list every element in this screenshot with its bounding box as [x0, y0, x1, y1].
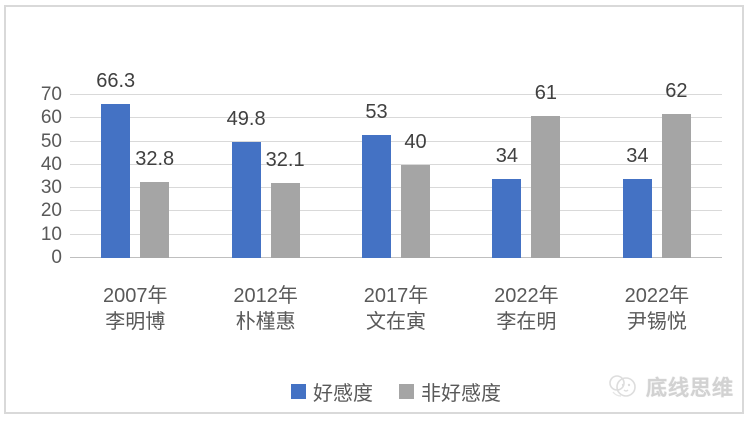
bar — [401, 164, 431, 258]
y-tick-label-50: 50 — [40, 130, 62, 152]
bar-group-4: 34 61 — [461, 83, 591, 258]
gridline-70 — [70, 94, 722, 95]
y-tick-label-60: 60 — [40, 107, 62, 129]
category-name: 文在寅 — [366, 311, 427, 333]
legend-item-2: 非好感度 — [399, 377, 501, 406]
bar-value-label: 34 — [626, 144, 649, 167]
bar-groups: 66.3 32.8 49.8 32.1 53 40 34 61 34 62 — [70, 71, 722, 258]
bar-value-label: 34 — [495, 144, 519, 167]
bar-group-2: 49.8 32.1 — [200, 95, 330, 258]
legend-swatch-icon — [399, 384, 414, 399]
category-label-5: 2022年尹锡悦 — [592, 283, 722, 335]
legend-label: 非好感度 — [421, 383, 501, 405]
bar — [101, 103, 131, 258]
chart-frame: 0 10 20 30 40 50 60 70 66.3 32.8 49.8 32.1 53 40 34 61 3… — [4, 5, 744, 414]
y-tick-label-10: 10 — [40, 223, 62, 245]
category-year: 2007年 — [102, 285, 168, 307]
watermark: 底线思维 — [606, 372, 734, 402]
bar — [270, 183, 300, 258]
plot-area: 0 10 20 30 40 50 60 70 66.3 32.8 49.8 32.1 53 40 34 61 3… — [41, 71, 722, 268]
legend-item-1: 好感度 — [291, 377, 373, 406]
bar-group-5: 34 62 — [592, 81, 722, 258]
bar — [531, 115, 561, 258]
category-year: 2022年 — [494, 285, 559, 307]
bar-series-2-group-3: 40 — [401, 132, 431, 258]
category-name: 李明博 — [105, 311, 166, 333]
y-tick-label-0: 0 — [51, 247, 62, 268]
bar — [622, 178, 652, 258]
bar-series-2-group-2: 32.1 — [266, 150, 305, 258]
legend-label: 好感度 — [313, 383, 373, 405]
brand-logo-icon — [609, 375, 636, 397]
category-name: 李在明 — [496, 311, 557, 333]
gridline-20 — [70, 210, 722, 212]
bar-value-label: 61 — [534, 81, 558, 104]
category-label-2: 2012年朴槿惠 — [200, 283, 330, 335]
gridline-30 — [70, 187, 722, 189]
bar-series-1-group-1: 66.3 — [96, 71, 135, 258]
bar-value-label: 62 — [665, 79, 688, 102]
gridline-50 — [70, 140, 722, 142]
bar — [661, 113, 691, 258]
gridline-40 — [70, 163, 722, 165]
bar-series-1-group-4: 34 — [492, 146, 522, 258]
legend-swatch-icon — [291, 384, 306, 399]
bar-series-2-group-5: 62 — [661, 81, 691, 258]
category-year: 2012年 — [233, 285, 298, 307]
bar-series-2-group-1: 32.8 — [135, 149, 174, 258]
gridline-10 — [70, 233, 722, 235]
bar-value-label: 32.8 — [135, 147, 175, 170]
bar — [140, 181, 170, 258]
category-year: 2017年 — [363, 285, 429, 307]
category-label-4: 2022年李在明 — [461, 283, 591, 335]
watermark-text: 底线思维 — [646, 377, 734, 400]
bar — [231, 142, 261, 258]
bar-series-1-group-3: 53 — [362, 102, 392, 258]
gridline-60 — [70, 117, 722, 119]
category-name: 朴槿惠 — [235, 311, 296, 333]
bar-value-label: 66.3 — [96, 69, 136, 92]
y-tick-label-20: 20 — [40, 200, 62, 222]
y-tick-label-40: 40 — [40, 153, 62, 175]
bar — [362, 134, 392, 258]
bar-series-2-group-4: 61 — [531, 83, 561, 258]
bar-value-label: 32.1 — [265, 149, 305, 172]
bar-value-label: 40 — [404, 130, 427, 153]
bar-group-3: 53 40 — [331, 95, 461, 258]
bar-series-1-group-2: 49.8 — [227, 109, 266, 258]
bar-group-1: 66.3 32.8 — [70, 71, 200, 258]
gridline-0 — [70, 257, 722, 258]
y-tick-label-70: 70 — [40, 84, 62, 105]
category-name: 尹锡悦 — [626, 311, 687, 333]
category-label-1: 2007年李明博 — [70, 283, 200, 335]
category-year: 2022年 — [624, 285, 690, 307]
legend: 好感度 非好感度 — [70, 377, 722, 406]
category-label-3: 2017年文在寅 — [331, 283, 461, 335]
bar — [492, 178, 522, 258]
y-tick-label-30: 30 — [40, 177, 62, 199]
x-axis-labels: 2007年 李明博 2012年 朴槿惠 2017年 文在寅 2022年 李在明 2022年 尹锡悦 — [70, 283, 722, 335]
bar-value-label: 53 — [365, 100, 388, 123]
bar-series-1-group-5: 34 — [622, 146, 652, 258]
bar-value-label: 49.8 — [226, 108, 266, 131]
